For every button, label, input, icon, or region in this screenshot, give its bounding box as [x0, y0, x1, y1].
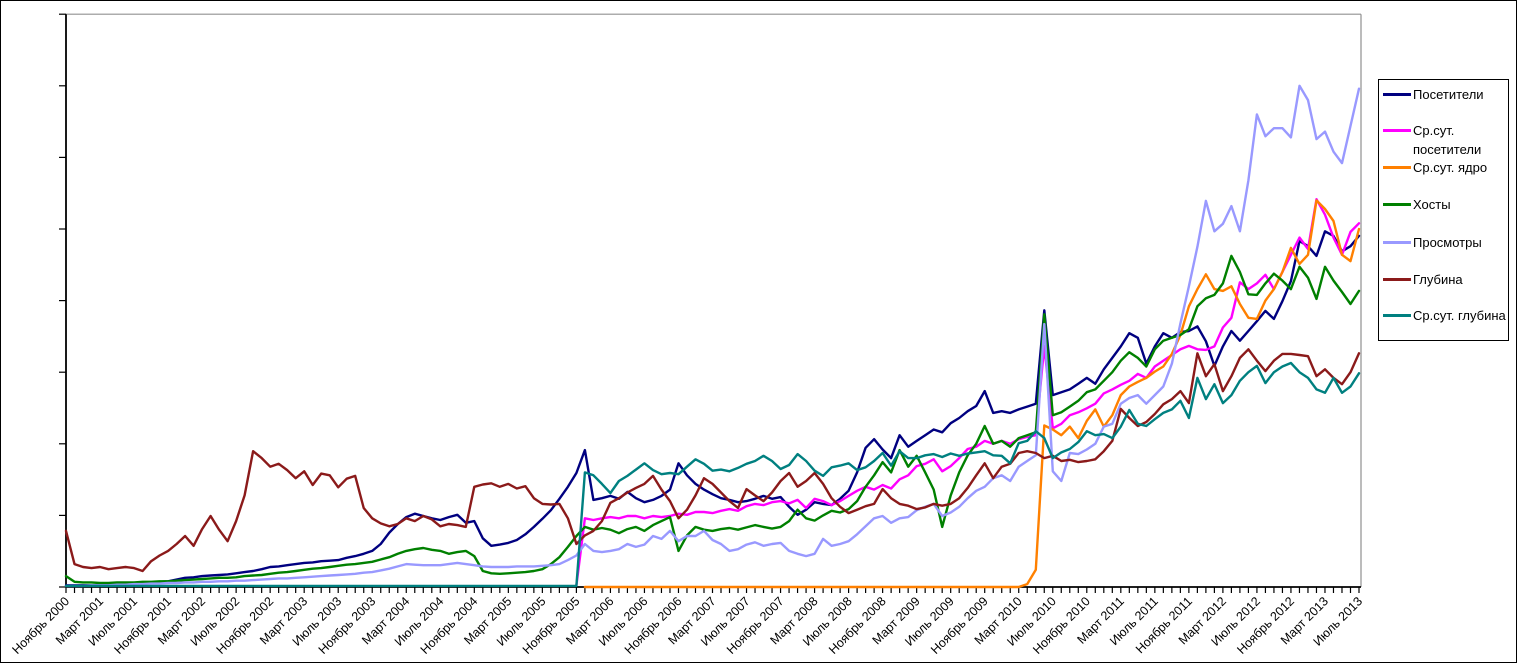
series-line-hosts: [64, 254, 1361, 585]
legend: Посетители Ср.сут. посетители Ср.сут. яд…: [1378, 79, 1509, 341]
series-line-avg-daily-visitors: [575, 197, 1361, 587]
legend-item-visitors: Посетители: [1383, 85, 1484, 104]
legend-item-avg-daily-depth: Ср.сут. глубина: [1383, 306, 1506, 325]
legend-item-depth: Глубина: [1383, 270, 1463, 289]
series-line-views: [64, 84, 1361, 588]
series-line-avg-daily-depth: [64, 361, 1361, 588]
legend-label: Ср.сут. глубина: [1413, 308, 1506, 323]
legend-label: Посетители: [1413, 87, 1484, 102]
legend-label: Глубина: [1413, 272, 1463, 287]
series-line-depth: [64, 348, 1361, 573]
legend-label: Хосты: [1413, 197, 1451, 212]
legend-label: Ср.сут. ядро: [1413, 160, 1488, 175]
depth-line-swatch: [1383, 278, 1411, 281]
hosts-line-swatch: [1383, 203, 1411, 206]
avg-daily-core-line-swatch: [1383, 166, 1411, 169]
legend-item-avg-daily-core: Ср.сут. ядро: [1383, 158, 1487, 177]
series-line-visitors: [64, 230, 1361, 587]
legend-label: Ср.сут. посетители: [1413, 123, 1482, 157]
avg-daily-visitors-line-swatch: [1383, 129, 1411, 132]
avg-daily-depth-line-swatch: [1383, 314, 1411, 317]
legend-item-views: Просмотры: [1383, 233, 1482, 252]
legend-item-avg-daily-visitors: Ср.сут. посетители: [1383, 121, 1508, 159]
legend-item-hosts: Хосты: [1383, 195, 1451, 214]
series-line-avg-daily-core: [583, 199, 1361, 589]
views-line-swatch: [1383, 241, 1411, 244]
legend-label: Просмотры: [1413, 235, 1482, 250]
visitors-line-swatch: [1383, 93, 1411, 96]
